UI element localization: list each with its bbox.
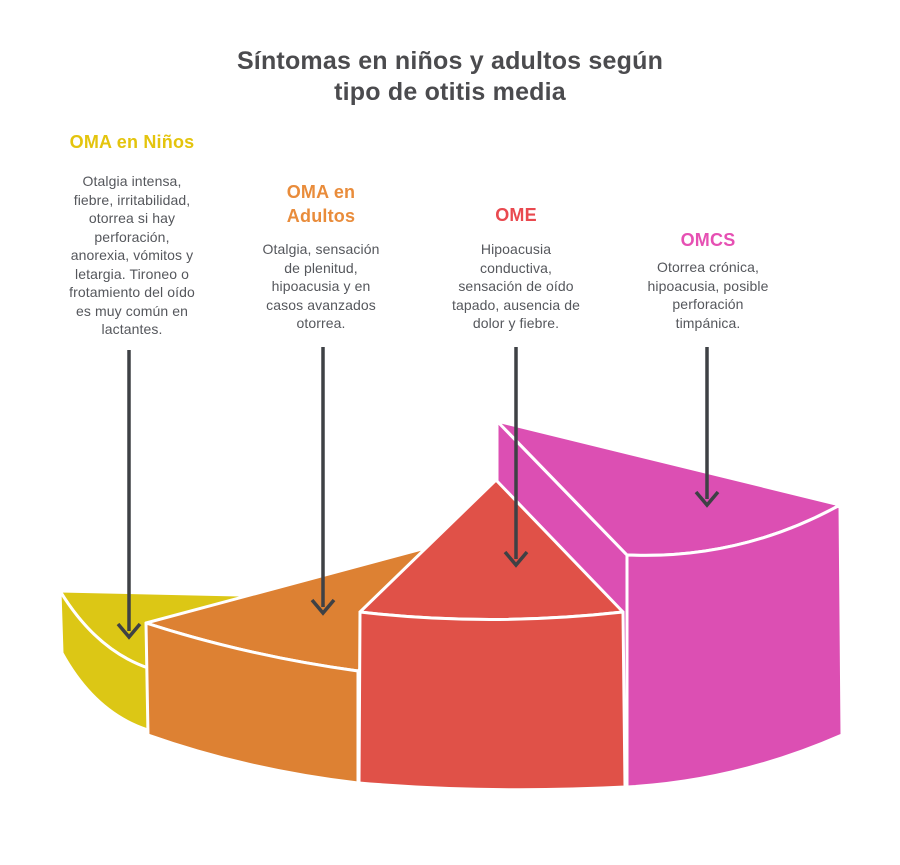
section-description-oma-adultos: Otalgia, sensación de plenitud, hipoacus… [262, 241, 380, 331]
arrow-oma-ninos [116, 350, 142, 640]
section-label-oma-adultos: OMA en Adultos [286, 182, 356, 226]
arrow-ome-head [503, 550, 529, 568]
arrow-oma-adultos-head [310, 598, 336, 616]
section-description-omcs: Otorrea crónica, hipoacusia, posible per… [647, 259, 769, 331]
arrow-oma-ninos-head [116, 622, 142, 640]
arrow-oma-adultos [310, 347, 336, 616]
section-label-ome: OME [495, 205, 537, 225]
section-label-oma-ninos: OMA en Niños [69, 132, 195, 152]
section-description-oma-ninos: Otalgia intensa, fiebre, irritabilidad, … [69, 173, 195, 337]
arrow-omcs [694, 347, 720, 508]
wedge-omcs-front [625, 503, 844, 789]
arrow-omcs-head [694, 490, 720, 508]
wedge-ome-front [357, 610, 627, 792]
arrow-ome [503, 347, 529, 568]
section-label-omcs: OMCS [680, 230, 736, 250]
page-title: Síntomas en niños y adultos según tipo d… [236, 47, 664, 106]
wedge-ome [357, 478, 627, 792]
section-description-ome: Hipoacusia conductiva, sensación de oído… [451, 241, 580, 331]
